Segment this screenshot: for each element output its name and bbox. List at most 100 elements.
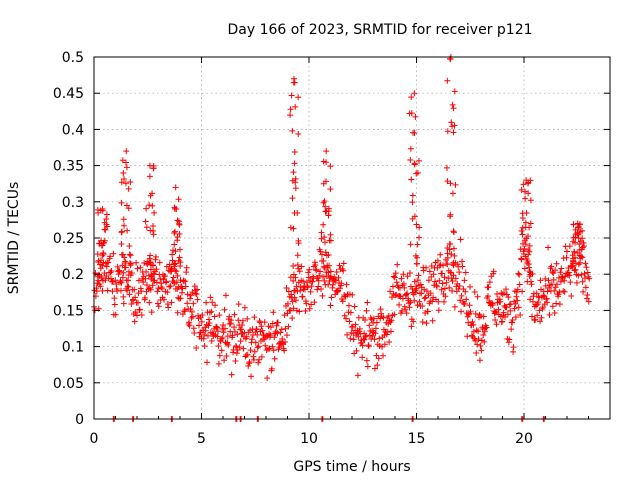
data-point [187,295,194,302]
data-point [441,285,448,292]
data-point [233,350,240,357]
data-point [409,199,416,206]
data-point [188,314,195,321]
data-point [449,101,456,108]
data-point [313,267,320,274]
data-point [404,290,411,297]
data-point [172,267,179,274]
data-point [93,288,100,295]
data-point [228,317,235,324]
data-point [335,274,342,281]
data-point [429,298,436,305]
data-point [569,260,576,267]
axis-ticks: 0 0.05 0.1 0.15 0.2 0.25 0.3 0.35 0.4 0.45 0.5 0 5 10… [53,50,610,447]
data-point [236,344,243,351]
data-point [577,228,584,235]
data-point [504,311,511,318]
data-point [471,289,478,296]
data-point [143,282,150,289]
data-point [135,277,142,284]
data-point [231,311,238,318]
data-point [472,310,479,317]
data-point [176,254,183,261]
data-point [323,272,330,279]
data-point [319,273,326,280]
data-point [402,306,409,313]
data-point [515,304,522,311]
data-point [177,295,184,302]
data-point [159,285,166,292]
data-point [502,314,509,321]
data-point [423,264,430,271]
data-point [256,356,263,363]
data-point [150,270,157,277]
data-point [444,244,451,251]
data-point [138,288,145,295]
data-point [292,297,299,304]
data-point [520,250,527,257]
data-point [99,287,106,294]
data-point [267,332,274,339]
data-point [372,325,379,332]
data-point [450,228,457,235]
data-point [291,160,298,167]
data-point [483,324,490,331]
y-tick-label: 0.05 [53,376,84,392]
data-point [215,360,222,367]
data-point [564,248,570,255]
data-point [570,238,577,245]
data-point [477,342,484,349]
data-point [385,313,392,320]
data-point [112,311,119,318]
data-point [423,320,430,327]
data-point [99,252,106,259]
data-point [396,301,403,308]
data-point [575,235,582,242]
data-point [409,192,416,199]
data-point [291,79,298,86]
data-point [214,328,221,335]
y-tick-label: 0.2 [62,267,84,283]
data-point [327,231,334,238]
data-point [177,277,184,284]
data-point [175,196,182,203]
data-point [116,268,123,275]
data-point [448,119,455,126]
data-point [421,286,428,293]
data-point [447,241,454,248]
data-point [174,309,181,316]
data-point [190,300,197,307]
data-point [255,359,262,366]
data-point [94,206,101,213]
data-point [123,202,130,209]
data-point [332,277,339,284]
data-point [388,317,395,324]
data-point [189,313,196,320]
data-point [219,334,226,341]
data-point [441,298,448,305]
data-point [544,299,551,306]
data-point [267,324,274,331]
data-point [449,278,456,285]
data-point [493,290,500,297]
data-point [239,321,246,328]
data-point [518,186,525,193]
data-point [489,302,496,309]
data-point [451,88,458,95]
data-point [292,185,299,192]
data-point [371,315,378,322]
data-point [128,301,135,307]
data-point [407,145,414,152]
data-point [143,205,150,212]
data-point [141,259,148,266]
data-point [287,112,294,119]
data-point [104,287,111,294]
data-point [248,373,255,380]
data-point [268,365,275,372]
data-point [329,281,336,288]
data-point [120,300,127,307]
data-point [522,188,529,195]
data-point [136,306,143,313]
data-point [518,227,525,234]
data-point [548,263,555,270]
